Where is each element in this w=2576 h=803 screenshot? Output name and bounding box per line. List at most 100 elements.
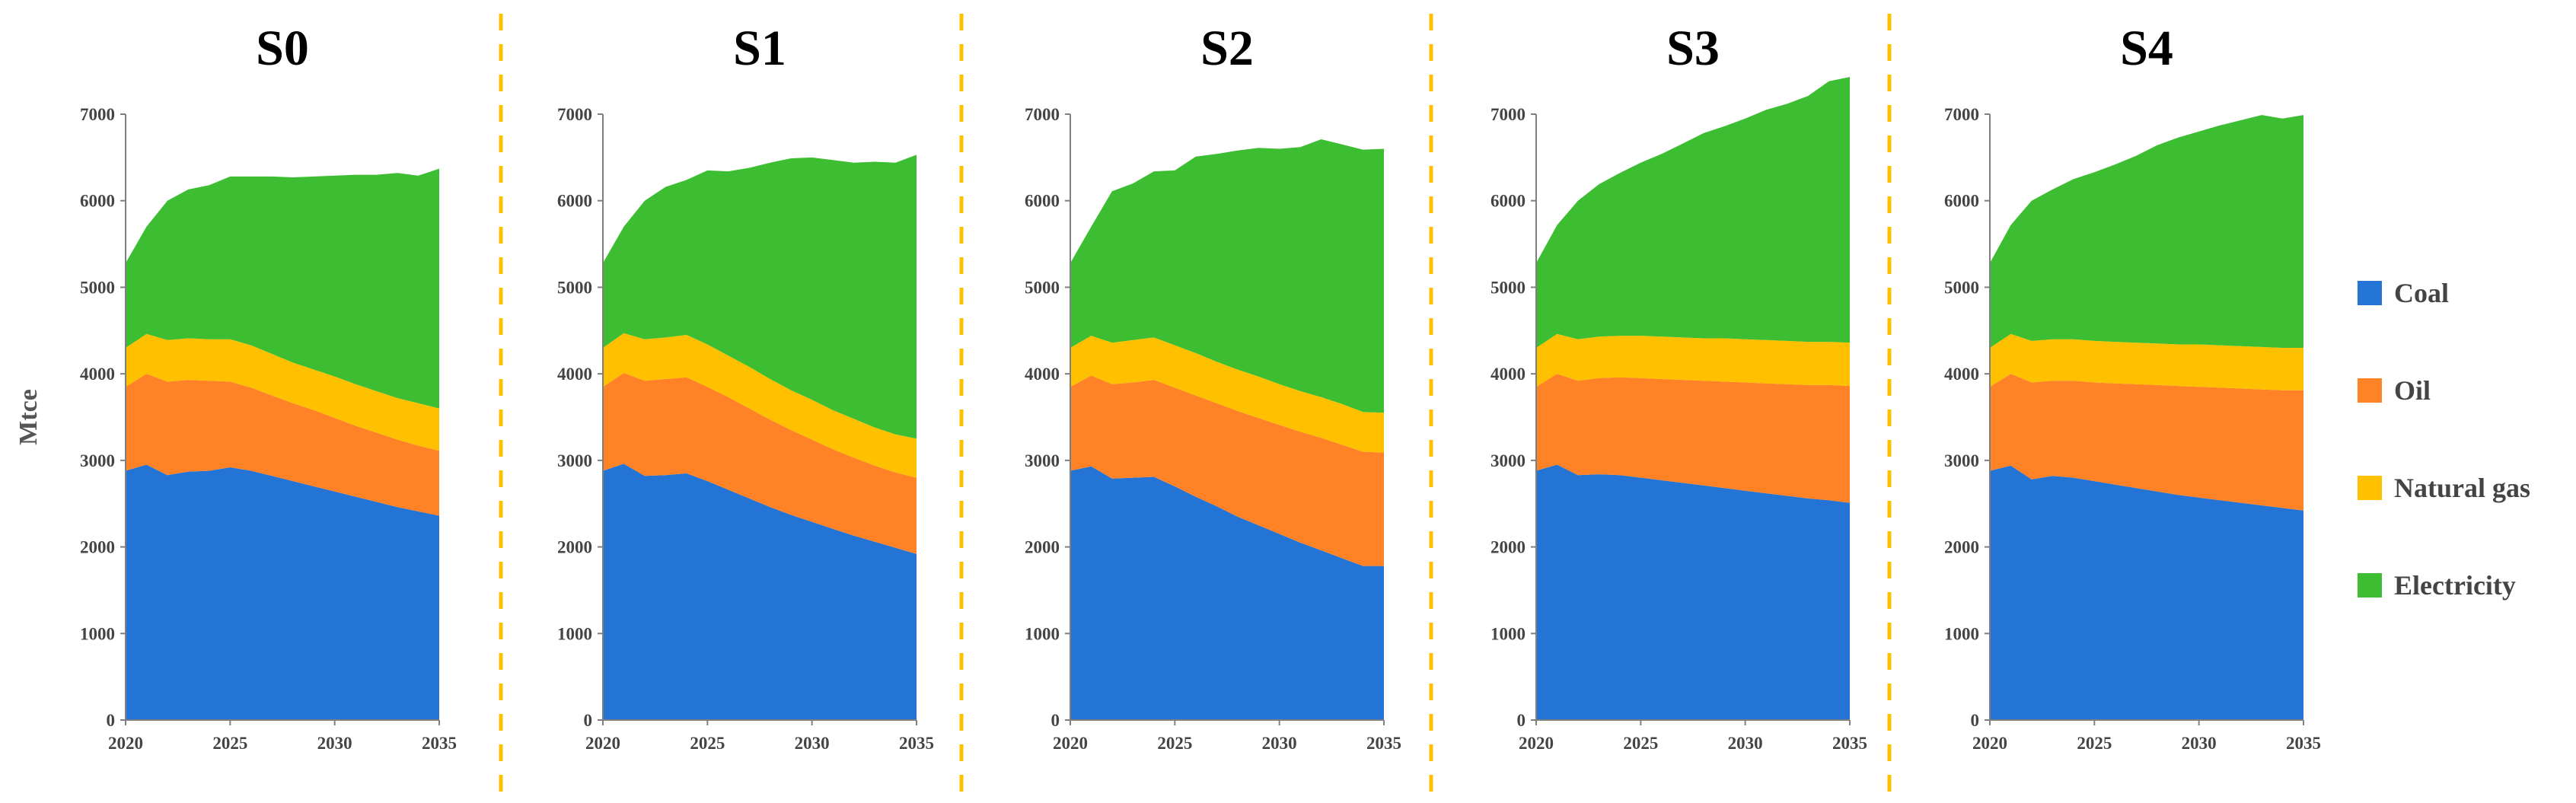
area-natural-gas (126, 333, 439, 451)
legend-label: Natural gas (2394, 473, 2530, 503)
x-tick-label: 2030 (1728, 734, 1763, 753)
legend-swatch (2358, 378, 2382, 403)
x-tick-label: 2025 (690, 734, 725, 753)
y-tick-label: 7000 (1944, 105, 1979, 124)
x-tick-label: 2035 (2286, 734, 2321, 753)
y-tick-label: 6000 (557, 192, 592, 211)
y-axis-label: Mtce (14, 389, 43, 445)
x-tick-label: 2030 (795, 734, 830, 753)
x-tick-label: 2030 (2182, 734, 2217, 753)
x-tick-label: 2035 (1832, 734, 1867, 753)
area-coal (1070, 466, 1384, 720)
area-oil (1536, 374, 1850, 503)
legend: Coal Oil Natural gas Electricity (2358, 278, 2530, 601)
y-tick-label: 4000 (80, 365, 115, 384)
y-tick-label: 5000 (1944, 278, 1979, 297)
y-tick-label: 6000 (80, 192, 115, 211)
legend-swatch (2358, 281, 2382, 305)
legend-item-natural-gas: Natural gas (2358, 473, 2530, 503)
x-tick-label: 2020 (1519, 734, 1554, 753)
panel-title: S2 (1200, 21, 1254, 76)
area-electricity (1070, 139, 1384, 413)
area-coal (603, 464, 917, 720)
legend-item-coal: Coal (2358, 278, 2449, 308)
y-tick-label: 1000 (80, 624, 115, 643)
y-tick-label: 5000 (80, 278, 115, 297)
y-tick-label: 3000 (1490, 451, 1526, 470)
area-electricity (1990, 115, 2303, 348)
legend-label: Coal (2394, 278, 2449, 308)
y-tick-label: 0 (107, 711, 116, 730)
area-oil (603, 373, 917, 554)
area-electricity (603, 155, 917, 439)
x-tick-label: 2035 (1366, 734, 1401, 753)
x-tick-label: 2020 (108, 734, 143, 753)
area-natural-gas (603, 333, 917, 478)
panel-title: S4 (2120, 21, 2173, 76)
y-tick-label: 5000 (557, 278, 592, 297)
y-tick-label: 0 (1971, 711, 1980, 730)
x-tick-label: 2030 (317, 734, 352, 753)
y-tick-label: 7000 (80, 105, 115, 124)
legend-swatch (2358, 476, 2382, 500)
panel-s1: 0 1000 2000 3000 4000 5000 6000 7000 2020 2025 203… (557, 21, 934, 753)
y-tick-label: 2000 (1490, 538, 1526, 557)
legend-item-oil: Oil (2358, 375, 2431, 406)
y-tick-label: 2000 (1944, 538, 1979, 557)
y-tick-label: 3000 (80, 451, 115, 470)
y-tick-label: 2000 (1025, 538, 1060, 557)
y-tick-label: 5000 (1025, 278, 1060, 297)
x-tick-label: 2025 (1157, 734, 1192, 753)
legend-item-electricity: Electricity (2358, 570, 2516, 601)
y-tick-label: 3000 (1025, 451, 1060, 470)
y-tick-label: 1000 (1944, 624, 1979, 643)
panel-s0: 0 1000 2000 3000 4000 5000 6000 7000 2020 2025 203… (80, 21, 457, 753)
y-tick-label: 3000 (557, 451, 592, 470)
y-tick-label: 4000 (1025, 365, 1060, 384)
x-tick-label: 2025 (212, 734, 247, 753)
y-tick-label: 4000 (1944, 365, 1979, 384)
legend-label: Oil (2394, 375, 2431, 406)
area-coal (126, 464, 439, 720)
y-tick-label: 5000 (1490, 278, 1526, 297)
x-tick-label: 2020 (585, 734, 620, 753)
y-tick-label: 6000 (1490, 192, 1526, 211)
panel-title: S0 (256, 21, 309, 76)
area-oil (1990, 374, 2303, 511)
x-tick-label: 2035 (422, 734, 457, 753)
panels: 0 1000 2000 3000 4000 5000 6000 7000 2020 2025 203… (80, 21, 2321, 753)
y-tick-label: 1000 (557, 624, 592, 643)
x-tick-label: 2025 (1623, 734, 1658, 753)
y-tick-label: 0 (584, 711, 593, 730)
legend-label: Electricity (2394, 570, 2516, 601)
y-tick-label: 7000 (557, 105, 592, 124)
panel-s4: 0 1000 2000 3000 4000 5000 6000 7000 2020 2025 203… (1944, 21, 2321, 753)
area-electricity (126, 168, 439, 409)
panel-dividers (499, 14, 1892, 792)
x-tick-label: 2020 (1053, 734, 1088, 753)
area-natural-gas (1536, 333, 1850, 387)
area-oil (126, 374, 439, 516)
x-tick-label: 2025 (2077, 734, 2112, 753)
area-coal (1990, 465, 2303, 720)
y-tick-label: 7000 (1490, 105, 1526, 124)
panel-s2: 0 1000 2000 3000 4000 5000 6000 7000 2020 2025 203… (1025, 21, 1401, 753)
y-tick-label: 6000 (1944, 192, 1979, 211)
x-tick-label: 2030 (1262, 734, 1297, 753)
panel-title: S3 (1666, 21, 1720, 76)
panel-title: S1 (733, 21, 786, 76)
y-tick-label: 3000 (1944, 451, 1979, 470)
y-tick-label: 1000 (1490, 624, 1526, 643)
x-tick-label: 2035 (899, 734, 934, 753)
y-tick-label: 2000 (557, 538, 592, 557)
area-natural-gas (1070, 336, 1384, 453)
area-coal (1536, 464, 1850, 720)
area-electricity (1536, 77, 1850, 348)
x-tick-label: 2020 (1972, 734, 2007, 753)
y-tick-label: 6000 (1025, 192, 1060, 211)
y-tick-label: 7000 (1025, 105, 1060, 124)
area-natural-gas (1990, 333, 2303, 390)
legend-swatch (2358, 573, 2382, 597)
panel-s3: 0 1000 2000 3000 4000 5000 6000 7000 2020 2025 203… (1490, 21, 1867, 753)
